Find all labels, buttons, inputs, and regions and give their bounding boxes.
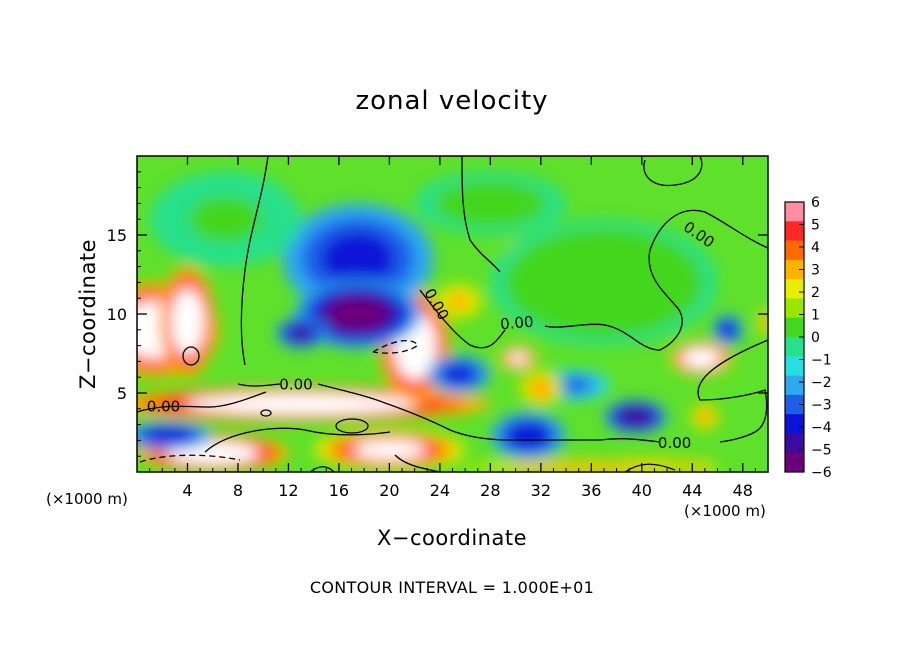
colorbar-segment [785, 298, 804, 319]
chart-title: zonal velocity [355, 86, 549, 116]
colorbar-segment [785, 317, 804, 338]
contour-line [139, 454, 241, 463]
contour-label: 0.00 [279, 376, 312, 394]
contour-line [643, 156, 703, 187]
x-tick-label: 44 [682, 481, 702, 500]
colorbar-segment [785, 433, 804, 454]
y-tick-label: 10 [107, 305, 127, 324]
x-tick-label: 32 [531, 481, 551, 500]
field-feature [210, 395, 392, 413]
colorbar-tick-label: 5 [811, 218, 820, 234]
colorbar-tick-label: 3 [811, 263, 820, 279]
field-feature [454, 188, 527, 219]
field-feature [529, 379, 552, 398]
y-tick-label: 5 [117, 384, 127, 403]
contour-line [309, 466, 335, 472]
contour-label: 0.00 [499, 313, 534, 334]
colorbar-tick-label: −4 [811, 420, 832, 436]
contour-line [697, 339, 768, 443]
contour-line [317, 383, 661, 443]
x-unit-label-left: (×1000 m) [46, 490, 128, 508]
colorbar: 6 5 4 3 2 1 0 −1 −2 −3 −4 −5 −6 [784, 195, 832, 481]
colorbar-tick-label: 1 [811, 308, 820, 324]
colorbar-segment [785, 202, 804, 222]
contour-line [394, 454, 441, 472]
colorbar-segment [785, 414, 804, 434]
zero-contours [137, 156, 768, 472]
field-feature [685, 349, 717, 367]
x-tick-label: 16 [329, 481, 349, 500]
colorbar-segment [785, 221, 804, 242]
colorbar-tick-label: 0 [811, 330, 820, 346]
contour-interval-note: CONTOUR INTERVAL = 1.000E+01 [309, 578, 595, 597]
colorbar-tick-label: −5 [811, 443, 832, 459]
contour-line [240, 156, 269, 366]
x-tick-label: 12 [278, 481, 298, 500]
x-tick-label: 8 [233, 481, 243, 500]
x-unit-label-right: (×1000 m) [684, 502, 766, 520]
contour-line [419, 289, 506, 349]
y-axis: 5 10 15 [107, 171, 768, 457]
colorbar-segment [785, 259, 804, 280]
x-tick-label: 24 [430, 481, 450, 500]
contour-line [137, 391, 267, 413]
field-feature [549, 252, 659, 313]
colorbar-tick-label: −2 [811, 375, 832, 391]
x-tick-label: 20 [379, 481, 399, 500]
colorbar-tick-label: 4 [811, 240, 820, 256]
contour-line [260, 409, 272, 417]
x-tick-label: 4 [182, 481, 192, 500]
contour-line [461, 156, 501, 273]
field-feature [720, 322, 735, 338]
contour-label: 0.00 [658, 434, 691, 452]
x-tick-label: 40 [632, 481, 652, 500]
x-axis-label: X−coordinate [377, 526, 527, 550]
colorbar-segment [785, 337, 804, 357]
colorbar-segment [785, 394, 804, 415]
colorbar-tick-label: 6 [811, 195, 820, 211]
contour-line [335, 418, 369, 434]
colorbar-tick-label: −3 [811, 398, 832, 414]
field-feature [288, 325, 314, 341]
colorbar-segment [785, 279, 804, 299]
x-tick-label: 48 [733, 481, 753, 500]
x-tick-label: 36 [581, 481, 601, 500]
field-feature [620, 408, 651, 426]
contour-line [544, 209, 768, 351]
field-feature [761, 314, 768, 330]
field-feature [353, 440, 426, 460]
field-feature [510, 424, 547, 448]
x-tick-label: 28 [480, 481, 500, 500]
colorbar-tick-label: −1 [811, 353, 832, 369]
contour-line [237, 383, 281, 387]
contour-label: 0.00 [147, 398, 180, 416]
field-feature [327, 297, 389, 331]
field-feature [518, 463, 640, 472]
colorbar-tick-label: 2 [811, 285, 820, 301]
contour-line [182, 346, 200, 366]
colorbar-segment [785, 452, 804, 473]
colorbar-segment [785, 356, 804, 377]
y-tick-label: 15 [107, 226, 127, 245]
field-feature [174, 295, 201, 349]
field-feature [509, 352, 528, 365]
field-feature [321, 232, 395, 286]
contour-line [204, 427, 391, 453]
field-feature [147, 428, 190, 443]
y-axis-label: Z−coordinate [76, 239, 100, 389]
x-axis: 4 8 12 16 20 24 28 32 36 40 44 48 [149, 156, 756, 500]
colorbar-tick-label: −6 [811, 465, 832, 481]
field-feature [697, 409, 713, 424]
field-feature [188, 196, 262, 242]
field-feature [443, 364, 474, 384]
velocity-field [137, 156, 768, 472]
colorbar-segment [785, 240, 804, 261]
field-feature [176, 443, 250, 463]
colorbar-segment [785, 375, 804, 396]
field-feature [446, 292, 471, 311]
